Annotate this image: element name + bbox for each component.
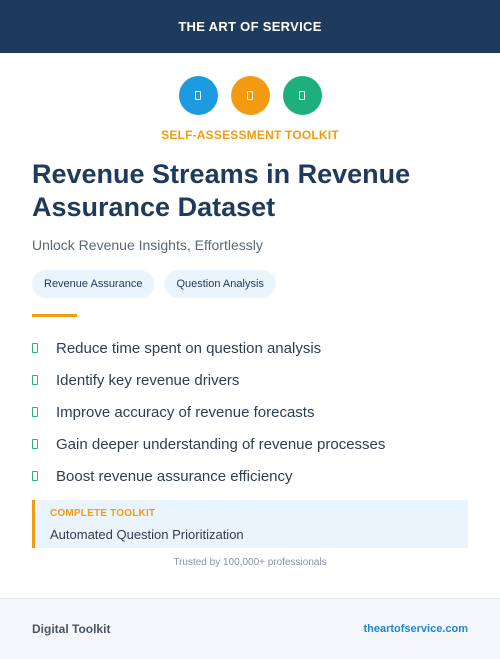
check-icon (32, 343, 38, 353)
benefit-text: Boost revenue assurance efficiency (56, 467, 293, 485)
tag-revenue-assurance: Revenue Assurance (32, 270, 155, 298)
check-icon (32, 375, 38, 385)
accent-divider (32, 314, 77, 317)
brand-name: THE ART OF SERVICE (178, 19, 322, 34)
list-item: Gain deeper understanding of revenue pro… (32, 428, 385, 460)
benefit-text: Improve accuracy of revenue forecasts (56, 403, 315, 421)
orange-icon (230, 76, 270, 115)
website-link[interactable]: theartofservice.com (363, 623, 468, 635)
subtitle: Unlock Revenue Insights, Effortlessly (32, 237, 263, 253)
icon-row (0, 76, 500, 115)
header-bar: THE ART OF SERVICE (0, 0, 500, 53)
benefit-list: Reduce time spent on question analysis I… (32, 332, 385, 492)
green-icon (282, 76, 322, 115)
eyebrow-label: SELF-ASSESSMENT TOOLKIT (161, 128, 339, 142)
trust-note: Trusted by 100,000+ professionals (173, 557, 327, 568)
list-item: Identify key revenue drivers (32, 364, 385, 396)
tag-question-analysis: Question Analysis (164, 270, 276, 298)
check-icon (32, 471, 38, 481)
tag-list: Revenue Assurance Question Analysis (32, 270, 276, 298)
list-item: Boost revenue assurance efficiency (32, 460, 385, 492)
benefit-text: Reduce time spent on question analysis (56, 339, 322, 357)
footer: Digital Toolkit theartofservice.com (0, 598, 500, 659)
callout-label: COMPLETE TOOLKIT (50, 508, 156, 519)
list-item: Reduce time spent on question analysis (32, 332, 385, 364)
check-icon (32, 407, 38, 417)
benefit-text: Gain deeper understanding of revenue pro… (56, 435, 386, 453)
page-title: Revenue Streams in Revenue Assurance Dat… (32, 159, 411, 222)
callout-value: Automated Question Prioritization (50, 527, 244, 542)
toolkit-callout: COMPLETE TOOLKIT Automated Question Prio… (32, 500, 468, 548)
footer-label: Digital Toolkit (32, 622, 111, 636)
check-icon (32, 439, 38, 449)
blue-icon (178, 76, 218, 115)
list-item: Improve accuracy of revenue forecasts (32, 396, 385, 428)
benefit-text: Identify key revenue drivers (56, 371, 240, 389)
